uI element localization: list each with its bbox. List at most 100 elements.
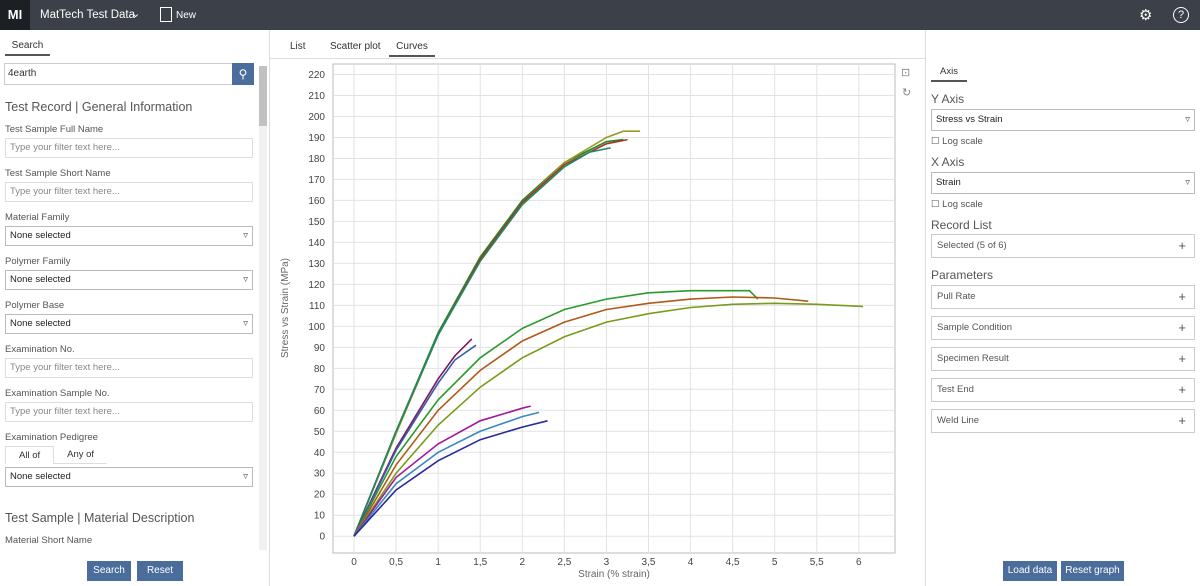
x-tick-label: 1,5	[473, 557, 487, 568]
y-log-checkbox[interactable]: ☐ Log scale	[931, 136, 983, 147]
help-icon[interactable]: ?	[1173, 7, 1189, 23]
app-name[interactable]: MatTech Test Data	[40, 9, 136, 21]
filter-list: Test Record | General Information Test Sa…	[5, 88, 253, 549]
splitter[interactable]	[269, 30, 270, 586]
y-tick-label: 220	[308, 70, 325, 81]
x-tick-label: 2,5	[557, 557, 571, 568]
search-icon-button[interactable]: ⚲	[232, 63, 254, 85]
curve	[353, 411, 540, 537]
scrollbar[interactable]	[259, 66, 267, 550]
x-log-checkbox[interactable]: ☐ Log scale	[931, 199, 983, 210]
search-panel: Search 4earth ⚲ Test Record | General In…	[0, 30, 268, 586]
reset-zoom-icon[interactable]: ↻	[902, 87, 911, 99]
search-input[interactable]: 4earth	[4, 63, 235, 85]
x-tick-label: 3	[604, 557, 610, 568]
y-tick-label: 120	[308, 280, 325, 291]
curve	[353, 302, 864, 537]
axis-tab[interactable]: Axis	[931, 66, 967, 82]
tab-curves[interactable]: Curves	[389, 41, 435, 57]
x-axis-title: Strain (% strain)	[578, 569, 650, 580]
x-tick-label: 4,5	[726, 557, 740, 568]
x-tick-label: 1	[435, 557, 441, 568]
search-button[interactable]: Search	[87, 561, 131, 581]
curve	[353, 289, 759, 537]
y-tick-label: 160	[308, 196, 325, 207]
match-tab[interactable]: Any of	[54, 446, 108, 464]
parameter-row[interactable]: Weld Line	[931, 409, 1195, 433]
reset-graph-button[interactable]: Reset graph	[1061, 561, 1124, 581]
y-tick-label: 10	[314, 511, 326, 522]
y-tick-label: 30	[314, 469, 326, 480]
scroll-thumb[interactable]	[259, 66, 267, 126]
parameter-row[interactable]: Test End	[931, 378, 1195, 402]
x-tick-label: 4	[688, 557, 694, 568]
field-label: Test Sample Short Name	[5, 168, 111, 179]
tab-scatter[interactable]: Scatter plot	[330, 41, 381, 52]
x-axis-select[interactable]: Strain	[931, 172, 1195, 194]
y-tick-label: 110	[309, 301, 325, 312]
x-log-label: Log scale	[942, 199, 983, 210]
reset-button[interactable]: Reset	[137, 561, 183, 581]
y-tick-label: 190	[308, 133, 325, 144]
curve	[353, 344, 477, 537]
text-filter[interactable]: Type your filter text here...	[5, 402, 253, 422]
section-title: Test Record | General Information	[5, 100, 193, 114]
field-label: Examination Pedigree	[5, 432, 98, 443]
select-filter[interactable]: None selected	[5, 270, 253, 290]
y-tick-label: 170	[308, 175, 325, 186]
settings-icon[interactable]: ⚙	[1139, 7, 1153, 24]
zoom-icon[interactable]: ⊡	[901, 67, 910, 79]
search-tab[interactable]: Search	[5, 40, 50, 56]
y-tick-label: 150	[308, 217, 325, 228]
record-list-heading: Record List	[931, 218, 992, 232]
tab-list[interactable]: List	[290, 41, 306, 52]
curve	[353, 296, 809, 537]
match-tabs: All of Any of	[5, 446, 253, 464]
y-tick-label: 200	[308, 112, 325, 123]
parameter-row[interactable]: Pull Rate	[931, 285, 1195, 309]
x-tick-label: 6	[856, 557, 862, 568]
x-tick-label: 5,5	[810, 557, 824, 568]
curve	[353, 147, 611, 537]
field-label: Material Family	[5, 212, 70, 223]
select-filter[interactable]: None selected	[5, 467, 253, 487]
y-tick-label: 140	[308, 238, 325, 249]
text-filter[interactable]: Type your filter text here...	[5, 138, 253, 158]
parameter-row[interactable]: Specimen Result	[931, 347, 1195, 371]
axis-panel: Axis Y Axis Stress vs Strain ☐ Log scale…	[931, 30, 1195, 586]
y-tick-label: 210	[308, 91, 325, 102]
new-icon[interactable]	[160, 7, 172, 22]
match-tab[interactable]: All of	[5, 446, 55, 464]
y-tick-label: 90	[314, 343, 326, 354]
y-tick-label: 100	[308, 322, 325, 333]
y-tick-label: 40	[314, 448, 326, 459]
field-label: Material Short Name	[5, 535, 93, 546]
text-filter[interactable]: Type your filter text here...	[5, 358, 253, 378]
x-tick-label: 5	[772, 557, 778, 568]
curve	[353, 420, 548, 537]
y-tick-label: 180	[308, 154, 325, 165]
text-filter[interactable]: Type your filter text here...	[5, 182, 253, 202]
new-button[interactable]: New	[176, 10, 197, 21]
select-filter[interactable]: None selected	[5, 314, 253, 334]
parameter-list: Pull Rate Sample Condition Specimen Result…	[931, 285, 1195, 433]
x-tick-label: 0,5	[389, 557, 403, 568]
record-select[interactable]: Selected (5 of 6)	[931, 234, 1195, 258]
x-axis-heading: X Axis	[931, 155, 965, 169]
y-tick-label: 0	[319, 532, 325, 543]
y-axis-select[interactable]: Stress vs Strain	[931, 109, 1195, 131]
y-tick-label: 20	[314, 490, 326, 501]
section-title: Test Sample | Material Description	[5, 511, 195, 525]
view-tabs: List Scatter plot Curves	[270, 30, 925, 59]
parameter-row[interactable]: Sample Condition	[931, 316, 1195, 340]
splitter[interactable]	[925, 30, 926, 586]
app-menu-caret[interactable]: ⌄	[131, 8, 141, 20]
logo[interactable]: MI	[0, 0, 30, 30]
x-tick-label: 2	[520, 557, 526, 568]
y-log-label: Log scale	[942, 136, 983, 147]
select-filter[interactable]: None selected	[5, 226, 253, 246]
x-tick-label: 0	[351, 557, 357, 568]
y-axis-title: Stress vs Strain (MPa)	[280, 258, 291, 358]
load-data-button[interactable]: Load data	[1003, 561, 1057, 581]
y-tick-label: 50	[314, 427, 326, 438]
